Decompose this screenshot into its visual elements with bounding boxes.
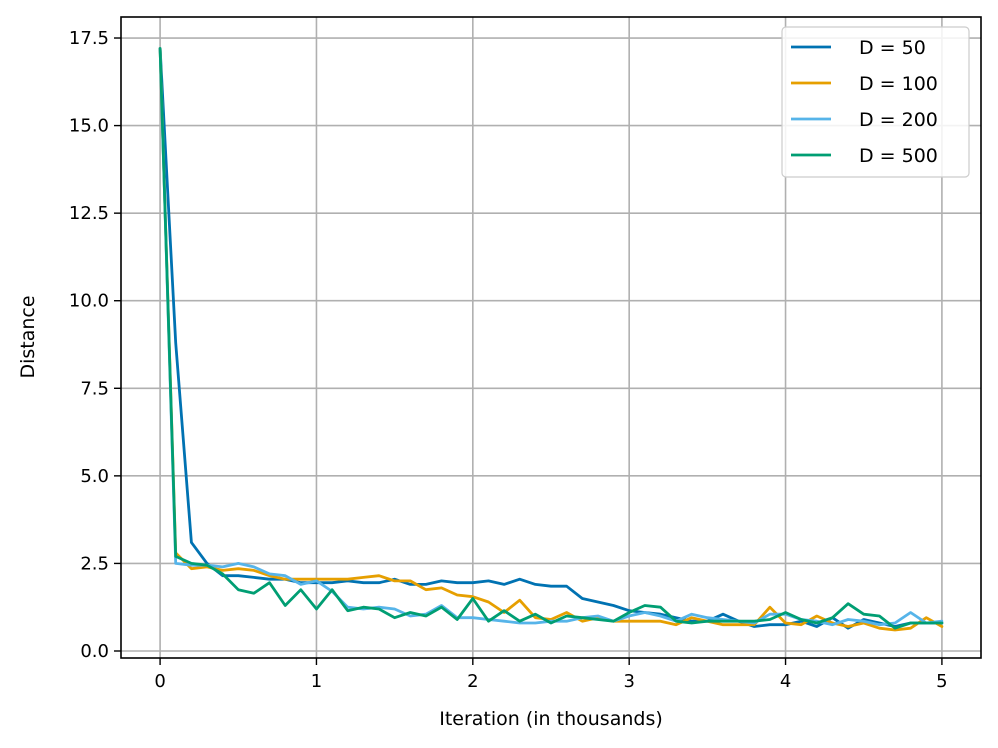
y-tick-label: 5.0 xyxy=(80,466,109,487)
y-axis-title: Distance xyxy=(17,295,39,378)
legend-label: D = 100 xyxy=(859,73,938,95)
y-tick-label: 12.5 xyxy=(69,203,109,224)
series-line xyxy=(158,47,944,630)
series-lines xyxy=(158,47,944,632)
y-tick-label: 17.5 xyxy=(69,28,109,49)
x-tick-label: 0 xyxy=(154,671,165,692)
x-tick-label: 4 xyxy=(780,671,791,692)
x-tick-label: 3 xyxy=(623,671,634,692)
legend-label: D = 50 xyxy=(859,37,926,59)
y-tick-label: 0.0 xyxy=(80,641,109,662)
axis-ticks: 0 1 2 3 4 5 0.0 2.5 5.0 7.5 10.0 12.5 15.0 17.5 xyxy=(69,28,948,692)
plot-area-frame xyxy=(120,16,982,659)
y-tick-label: 7.5 xyxy=(80,378,109,399)
x-tick-label: 1 xyxy=(311,671,322,692)
y-tick-label: 2.5 xyxy=(80,553,109,574)
legend-label: D = 500 xyxy=(859,145,938,167)
x-axis-title: Iteration (in thousands) xyxy=(439,708,663,730)
y-tick-label: 10.0 xyxy=(69,291,109,312)
legend-label: D = 200 xyxy=(859,109,938,131)
legend: D = 50 D = 100 D = 200 D = 500 xyxy=(781,26,970,178)
legend-box xyxy=(781,26,970,178)
x-tick-label: 2 xyxy=(467,671,478,692)
x-tick-label: 5 xyxy=(936,671,947,692)
grid xyxy=(121,17,981,658)
y-tick-label: 15.0 xyxy=(69,116,109,137)
